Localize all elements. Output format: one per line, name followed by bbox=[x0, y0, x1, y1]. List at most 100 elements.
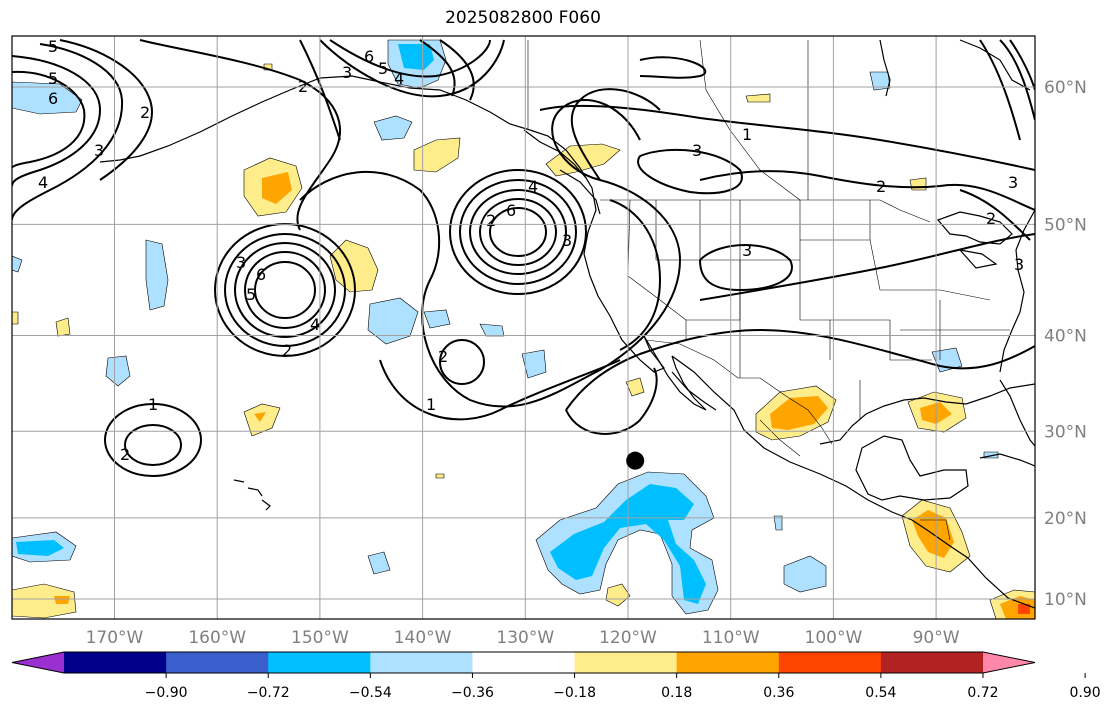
contour-alaska-3 bbox=[329, 39, 491, 78]
bc-islands bbox=[559, 169, 601, 215]
contour-far-west-2 bbox=[12, 70, 86, 169]
contour-label: 2 bbox=[140, 103, 150, 122]
low-contour-nepac-5 bbox=[449, 169, 587, 295]
latitude-tick-label: 20°N bbox=[1044, 509, 1087, 529]
baja-california bbox=[643, 335, 707, 411]
negative-area-subtropical-core bbox=[550, 484, 706, 604]
contour-us-3 bbox=[637, 148, 743, 195]
longitude-tick-label: 140°W bbox=[394, 628, 452, 648]
colorbar-tick-label: −0.18 bbox=[553, 685, 596, 701]
low-contour-nepac-2 bbox=[479, 198, 557, 266]
contour-pacific-1 bbox=[379, 359, 621, 421]
contour-far-west-3 bbox=[12, 43, 124, 221]
contour-label: 5 bbox=[246, 285, 256, 304]
contour-alaska-1 bbox=[439, 39, 475, 101]
colorbar bbox=[11, 651, 1036, 674]
contour-canada-2 bbox=[639, 56, 707, 79]
latitude-tick-label: 40°N bbox=[1044, 327, 1087, 347]
contour-label: 5 bbox=[48, 69, 58, 88]
gulf-coast bbox=[819, 383, 1035, 445]
contour-label: 4 bbox=[528, 177, 538, 196]
colorbar-extend-low bbox=[12, 652, 64, 673]
colorbar-tick-label: 0.18 bbox=[661, 685, 692, 701]
latitude-tick-label: 60°N bbox=[1044, 78, 1087, 98]
colorbar-tick-label: 0.36 bbox=[763, 685, 794, 701]
hudson-east bbox=[959, 39, 1031, 91]
colorbar-bin bbox=[778, 652, 882, 673]
colorbar-tick-label: 0.90 bbox=[1070, 685, 1101, 701]
colorbar-tick-label: 0.72 bbox=[967, 685, 998, 701]
contour-label: 2 bbox=[986, 209, 996, 228]
contour-label: 3 bbox=[692, 141, 702, 160]
contour-us-ridge bbox=[699, 244, 793, 292]
great-lakes-2 bbox=[958, 249, 998, 269]
longitude-tick-label: 120°W bbox=[599, 628, 657, 648]
colorbar-tick-label: −0.36 bbox=[451, 685, 494, 701]
colorbar-bin bbox=[676, 652, 780, 673]
hawaii-3 bbox=[261, 499, 271, 511]
contour-alaska-2 bbox=[419, 39, 456, 97]
contour-far-west-1 bbox=[12, 55, 102, 187]
shading-layer bbox=[12, 39, 1035, 619]
hudson-bay bbox=[879, 39, 891, 97]
colorbar-extend-high bbox=[983, 652, 1035, 673]
us-canada-border bbox=[600, 199, 931, 223]
gulf-california bbox=[671, 371, 717, 411]
map-title: 2025082800 F060 bbox=[445, 8, 601, 28]
longitude-tick-label: 110°W bbox=[702, 628, 760, 648]
contour-alaska-5 bbox=[299, 39, 341, 141]
contour-label: 2 bbox=[876, 177, 886, 196]
contour-label: 1 bbox=[426, 395, 436, 414]
colorbar-bin bbox=[880, 652, 984, 673]
contour-label: 6 bbox=[506, 201, 516, 220]
contour-label: 1 bbox=[148, 395, 158, 414]
low-contour-west-1 bbox=[254, 261, 316, 319]
contour-label: 4 bbox=[310, 315, 320, 334]
cuba bbox=[979, 453, 1035, 467]
contour-label: 2 bbox=[486, 211, 496, 230]
colorbar-bin bbox=[370, 652, 473, 673]
contour-east-4 bbox=[1009, 39, 1035, 91]
colorbar-bin bbox=[64, 652, 167, 673]
contour-label: 2 bbox=[438, 347, 448, 366]
north-america-west-coast bbox=[529, 129, 665, 373]
low-contour-nepac-1 bbox=[489, 207, 547, 257]
negative-area-gulf-alaska-core bbox=[398, 44, 434, 70]
latitude-tick-label: 30°N bbox=[1044, 422, 1087, 442]
negative-area-far-west bbox=[12, 81, 83, 115]
contour-label: 5 bbox=[378, 59, 388, 78]
contour-label: 6 bbox=[256, 265, 266, 284]
small-low-3 bbox=[439, 339, 485, 385]
contour-label: 1 bbox=[742, 125, 752, 144]
map-frame bbox=[11, 35, 1036, 620]
colorbar-bin bbox=[268, 652, 371, 673]
contour-label: 3 bbox=[742, 241, 752, 260]
contour-label: 6 bbox=[364, 47, 374, 66]
longitude-tick-label: 170°W bbox=[86, 628, 144, 648]
contour-alaska-4 bbox=[319, 39, 505, 98]
colorbar-tick-label: 0.54 bbox=[865, 685, 896, 701]
low-contour-west-3 bbox=[234, 242, 336, 338]
small-low-2 bbox=[104, 403, 202, 477]
contour-label: 3 bbox=[1014, 255, 1024, 274]
contour-ridge-1 bbox=[139, 39, 341, 231]
contour-label: 3 bbox=[236, 253, 246, 272]
negative-area-west-strip bbox=[145, 239, 169, 311]
contour-canada-1 bbox=[539, 104, 1035, 171]
hawaii-2 bbox=[247, 487, 263, 497]
hawaii-1 bbox=[233, 479, 245, 483]
longitude-tick-label: 130°W bbox=[496, 628, 554, 648]
contour-labels: 5 5 6 2 3 4 6 5 4 3 2 1 3 2 3 2 3 4 3 6 … bbox=[38, 37, 1024, 464]
contour-label: 2 bbox=[120, 445, 130, 464]
latitude-labels: 60°N 50°N 40°N 30°N 20°N 10°N bbox=[1044, 78, 1087, 610]
colorbar-tick-label: −0.54 bbox=[349, 685, 392, 701]
latitude-tick-label: 10°N bbox=[1044, 590, 1087, 610]
us-mexico-border bbox=[645, 339, 833, 445]
contour-label: 3 bbox=[562, 231, 572, 250]
contour-label: 3 bbox=[94, 141, 104, 160]
contour-layer bbox=[12, 39, 1035, 477]
colorbar-bin bbox=[166, 652, 269, 673]
small-low-1 bbox=[124, 424, 182, 466]
location-marker bbox=[626, 451, 645, 470]
longitude-labels: 170°W 160°W 150°W 140°W 130°W 120°W 110°W 100°W… bbox=[86, 628, 960, 648]
